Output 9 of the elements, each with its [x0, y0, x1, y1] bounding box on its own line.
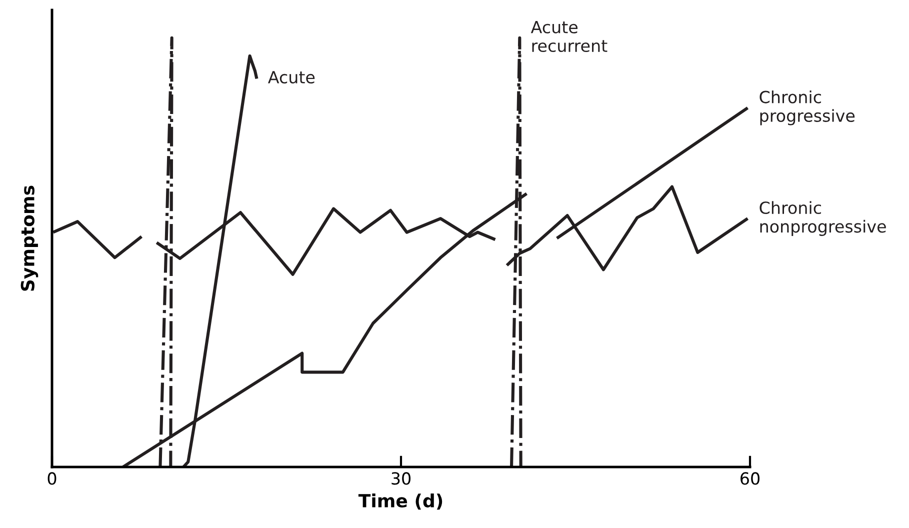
- series-label: Chronic nonprogressive: [760, 201, 886, 236]
- y-axis-title: Symptoms: [20, 186, 38, 291]
- x-tick-label: 0: [48, 472, 56, 485]
- x-tick-label: 30: [392, 472, 410, 485]
- series-label: Acute: [268, 71, 315, 84]
- x-axis-title: Time (d): [358, 494, 442, 510]
- series-label: Acute recurrent: [530, 21, 608, 52]
- x-tick-label: 60: [740, 472, 760, 485]
- series-label: Chronic progressive: [760, 90, 855, 126]
